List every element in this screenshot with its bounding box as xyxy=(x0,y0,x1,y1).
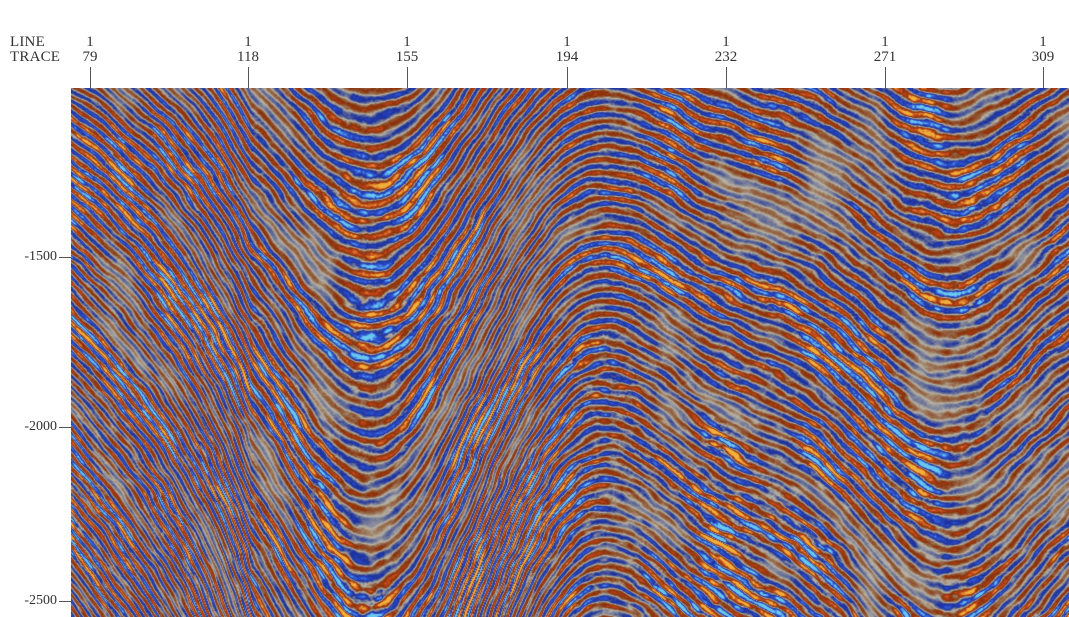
top-tick-label: 1 194 xyxy=(537,35,597,65)
depth-label: -2500 xyxy=(24,593,57,608)
depth-tick-mark xyxy=(59,257,71,258)
trace-label: TRACE xyxy=(10,49,61,65)
tick-line-number: 1 xyxy=(563,34,571,50)
tick-trace-number: 271 xyxy=(873,49,897,65)
tick-line-number: 1 xyxy=(722,34,730,50)
tick-trace-number: 79 xyxy=(82,49,98,65)
tick-line-number: 1 xyxy=(244,34,252,50)
tick-line-number: 1 xyxy=(403,34,411,50)
tick-trace-number: 194 xyxy=(555,49,579,65)
line-label: LINE xyxy=(10,34,45,50)
top-tick-label: 1 155 xyxy=(377,35,437,65)
top-tick-mark xyxy=(885,67,886,88)
depth-tick-mark xyxy=(59,601,71,602)
tick-trace-number: 309 xyxy=(1031,49,1055,65)
tick-trace-number: 232 xyxy=(714,49,738,65)
top-tick-label: 1 79 xyxy=(60,35,120,65)
top-tick-mark xyxy=(1043,67,1044,88)
top-tick-mark xyxy=(90,67,91,88)
tick-line-number: 1 xyxy=(881,34,889,50)
top-tick-label: 1 118 xyxy=(218,35,278,65)
top-tick-label: 1 309 xyxy=(1013,35,1069,65)
tick-trace-number: 118 xyxy=(237,49,259,65)
top-tick-mark xyxy=(726,67,727,88)
top-tick-mark xyxy=(248,67,249,88)
top-tick-label: 1 232 xyxy=(696,35,756,65)
tick-line-number: 1 xyxy=(86,34,94,50)
tick-line-number: 1 xyxy=(1039,34,1047,50)
depth-label: -1500 xyxy=(24,249,57,264)
depth-tick-mark xyxy=(59,427,71,428)
depth-label: -2000 xyxy=(24,419,57,434)
tick-trace-number: 155 xyxy=(395,49,419,65)
top-tick-label: 1 271 xyxy=(855,35,915,65)
top-tick-mark xyxy=(407,67,408,88)
top-tick-mark xyxy=(567,67,568,88)
seismic-section-image xyxy=(71,88,1069,617)
